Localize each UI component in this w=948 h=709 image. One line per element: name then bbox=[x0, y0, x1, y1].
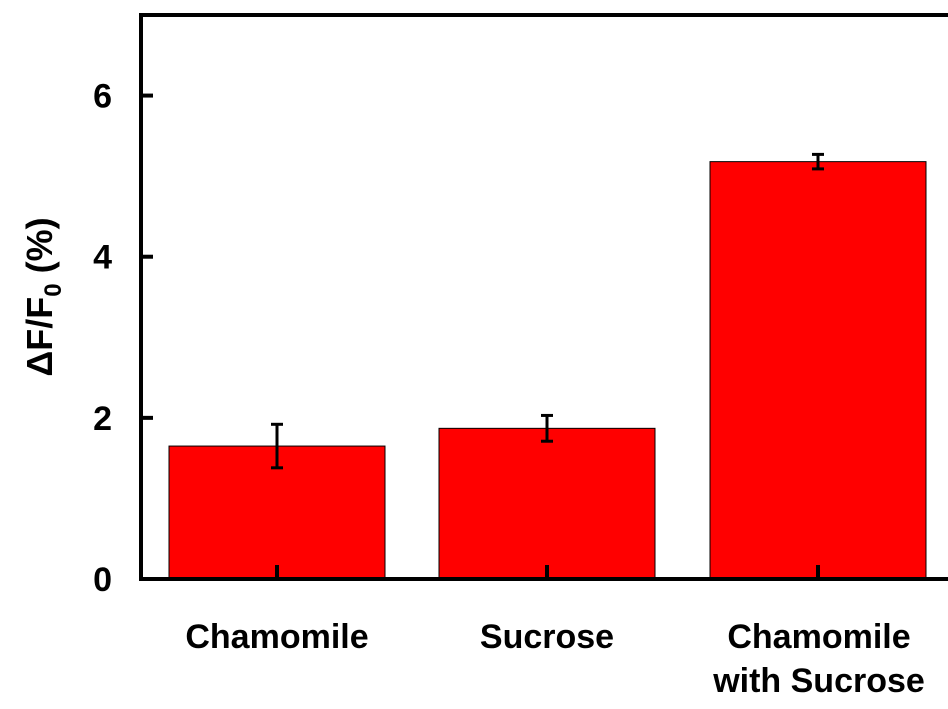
error-bar-0 bbox=[271, 422, 283, 470]
y-tick-label-3: 6 bbox=[93, 78, 112, 116]
labels-layer: 0 2 4 6 Chamomile Sucrose Chamomile with Sucros… bbox=[19, 78, 925, 700]
x-tick-label-line-2-0: Chamomile bbox=[727, 618, 910, 656]
y-axis-label-subscript: 0 bbox=[40, 283, 67, 296]
y-axis-label-unit: (%) bbox=[19, 217, 60, 283]
y-axis-label: ΔF/F0 (%) bbox=[19, 217, 67, 376]
error-bar-2 bbox=[812, 152, 824, 171]
error-bar-1 bbox=[541, 413, 553, 443]
bars-layer bbox=[168, 161, 927, 580]
x-tick-label-line-0-0: Chamomile bbox=[185, 618, 368, 656]
x-tick-label-0: Chamomile bbox=[185, 618, 368, 656]
error-bars-layer bbox=[271, 152, 824, 470]
y-tick-label-2: 4 bbox=[93, 239, 112, 277]
x-tick-label-line-2-1: with Sucrose bbox=[712, 662, 925, 700]
y-axis-label-main: ΔF/F bbox=[19, 297, 60, 377]
y-tick-label-0: 0 bbox=[93, 561, 112, 599]
x-tick-label-1: Sucrose bbox=[480, 618, 614, 656]
bar-2 bbox=[709, 161, 927, 580]
x-tick-label-2: Chamomile with Sucrose bbox=[712, 618, 925, 700]
y-tick-label-1: 2 bbox=[93, 400, 112, 438]
axes-layer bbox=[139, 13, 948, 581]
x-tick-label-line-1-0: Sucrose bbox=[480, 618, 614, 656]
bar-1 bbox=[438, 427, 656, 580]
